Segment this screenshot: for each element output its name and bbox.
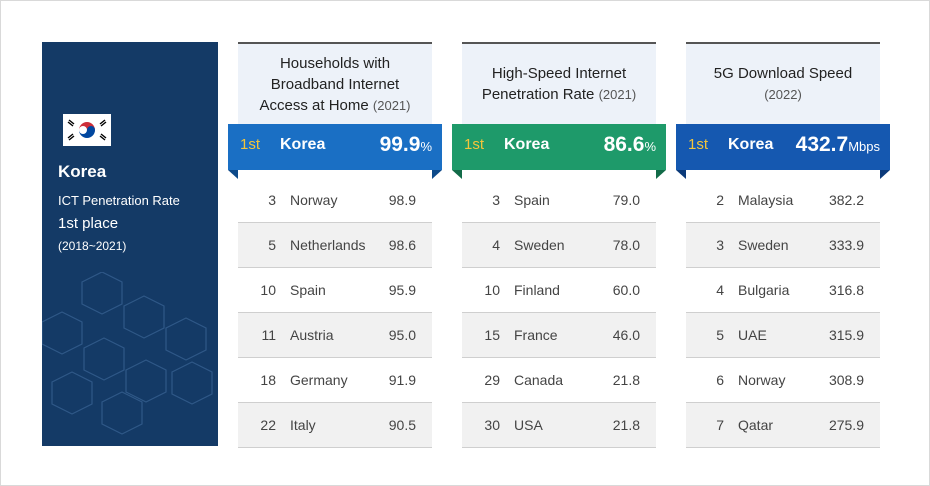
- table-row: 3 Spain 79.0: [462, 178, 656, 223]
- ranking-table: 3 Norway 98.9 5 Netherlands 98.6 10 Spain 95.9…: [238, 178, 432, 448]
- title-line: Broadband Internet: [270, 75, 400, 93]
- table-row: 30 USA 21.8: [462, 403, 656, 448]
- table-row: 4 Bulgaria 316.8: [686, 268, 880, 313]
- table-row: 10 Finland 60.0: [462, 268, 656, 313]
- korea-summary-panel: Korea ICT Penetration Rate 1st place (20…: [42, 42, 218, 446]
- ranking-table: 3 Spain 79.0 4 Sweden 78.0 10 Finland 60.0 15 F…: [462, 178, 656, 448]
- first-place-ribbon: 1st Korea 99.9%: [228, 124, 442, 179]
- table-row: 18 Germany 91.9: [238, 358, 432, 403]
- panel-year: (2021): [598, 87, 637, 102]
- sidebar-place: 1st place: [58, 215, 119, 232]
- table-row: 10 Spain 95.9: [238, 268, 432, 313]
- sidebar-country: Korea: [58, 162, 107, 181]
- sidebar-metric: ICT Penetration Rate: [58, 193, 180, 208]
- panel-year: (2022): [764, 87, 802, 102]
- title-line: Penetration Rate (2021): [481, 86, 637, 103]
- panel-header: Households with Broadband Internet Acces…: [238, 42, 432, 124]
- table-row: 7 Qatar 275.9: [686, 403, 880, 448]
- table-row: 29 Canada 21.8: [462, 358, 656, 403]
- table-row: 2 Malaysia 382.2: [686, 178, 880, 223]
- hexagon-pattern-icon: [42, 272, 213, 435]
- title-line: Households with: [279, 54, 391, 72]
- first-place-ribbon: 1st Korea 86.6%: [452, 124, 666, 179]
- table-row: 22 Italy 90.5: [238, 403, 432, 448]
- title-line: High-Speed Internet: [491, 65, 627, 82]
- table-row: 6 Norway 308.9: [686, 358, 880, 403]
- title-line: Access at Home (2021): [259, 96, 411, 114]
- sidebar-period: (2018~2021): [58, 239, 127, 253]
- table-row: 3 Norway 98.9: [238, 178, 432, 223]
- first-value: 432.7Mbps: [795, 133, 880, 156]
- table-row: 11 Austria 95.0: [238, 313, 432, 358]
- first-rank: 1st: [464, 136, 485, 153]
- first-value: 86.6%: [603, 133, 656, 156]
- table-row: 4 Sweden 78.0: [462, 223, 656, 268]
- first-value: 99.9%: [379, 133, 432, 156]
- table-row: 3 Sweden 333.9: [686, 223, 880, 268]
- south-korea-flag-icon: [63, 114, 111, 146]
- panel-year: (2021): [372, 97, 411, 113]
- panel-header: 5G Download Speed (2022): [686, 42, 880, 124]
- title-line: 5G Download Speed: [713, 65, 853, 82]
- ranking-table: 2 Malaysia 382.2 3 Sweden 333.9 4 Bulgaria 316…: [686, 178, 880, 448]
- first-country: Korea: [280, 136, 326, 153]
- table-row: 5 UAE 315.9: [686, 313, 880, 358]
- first-rank: 1st: [688, 136, 709, 153]
- high-speed-internet-panel: High-Speed Internet Penetration Rate (20…: [452, 42, 666, 448]
- table-row: 15 France 46.0: [462, 313, 656, 358]
- panel-header: High-Speed Internet Penetration Rate (20…: [462, 42, 656, 124]
- first-country: Korea: [728, 136, 774, 153]
- first-country: Korea: [504, 136, 550, 153]
- first-rank: 1st: [240, 136, 261, 153]
- first-place-ribbon: 1st Korea 432.7Mbps: [676, 124, 890, 179]
- broadband-panel: Households with Broadband Internet Acces…: [228, 42, 442, 448]
- table-row: 5 Netherlands 98.6: [238, 223, 432, 268]
- 5g-download-speed-panel: 5G Download Speed (2022) 1st Korea 432.7…: [676, 42, 890, 448]
